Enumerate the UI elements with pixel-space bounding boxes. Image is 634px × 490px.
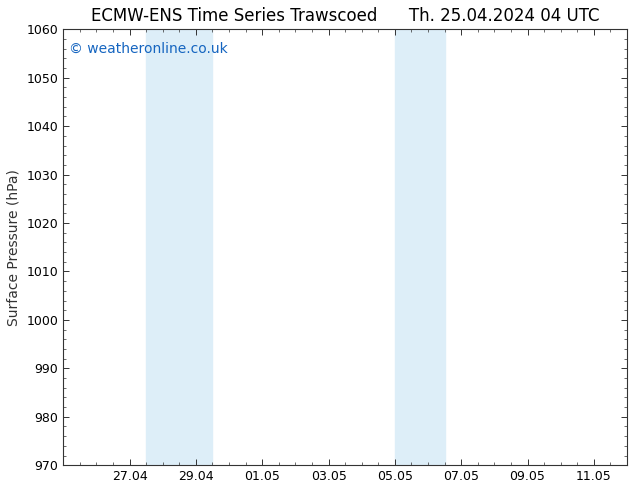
Title: ECMW-ENS Time Series Trawscoed      Th. 25.04.2024 04 UTC: ECMW-ENS Time Series Trawscoed Th. 25.04… [91, 7, 599, 25]
Text: © weatheronline.co.uk: © weatheronline.co.uk [69, 42, 228, 56]
Bar [146, 29, 212, 465]
Bar [395, 29, 444, 465]
Y-axis label: Surface Pressure (hPa): Surface Pressure (hPa) [7, 169, 21, 326]
